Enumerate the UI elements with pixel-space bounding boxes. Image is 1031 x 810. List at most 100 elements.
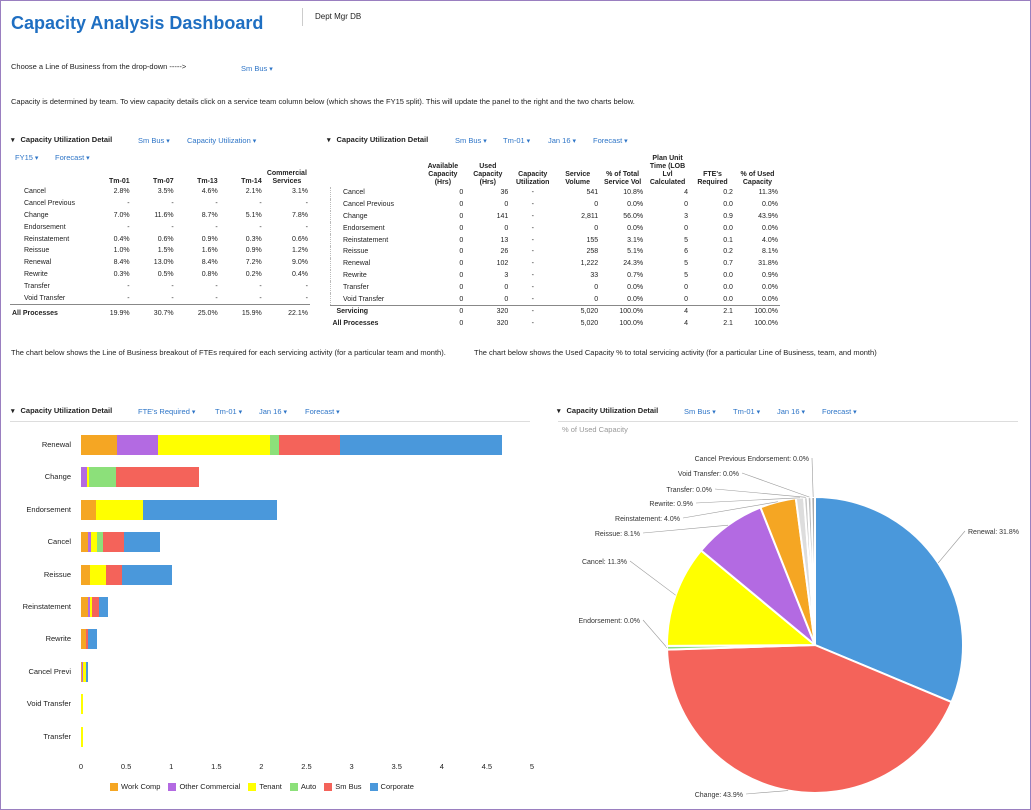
table-cell[interactable]: 4.6% (201, 188, 218, 196)
table-cell[interactable]: 13.0% (153, 259, 174, 267)
table-cell[interactable]: 0 (459, 212, 464, 220)
bar-segment[interactable] (81, 661, 83, 682)
legend-item[interactable]: Auto (289, 782, 316, 792)
table-cell[interactable]: 0.9 (723, 212, 733, 220)
table-cell[interactable]: 0.0 (723, 283, 733, 291)
table-cell[interactable]: 3.1% (627, 236, 644, 244)
table-cell[interactable]: 2,811 (581, 212, 599, 220)
bar-segment[interactable] (143, 499, 277, 520)
table-cell[interactable]: 0 (459, 248, 464, 256)
table-cell[interactable]: 0.0 (723, 201, 733, 209)
collapse-icon[interactable]: ▾ (327, 137, 331, 144)
table-cell[interactable]: 8.7% (201, 211, 218, 219)
table-cell[interactable]: - (171, 294, 174, 302)
table-cell[interactable]: 1.6% (201, 247, 218, 255)
column-header[interactable]: % of Total Service Vol (603, 171, 642, 186)
bar-segment[interactable] (81, 467, 88, 488)
collapse-icon[interactable]: ▾ (557, 408, 561, 415)
table-cell[interactable]: 0 (459, 283, 464, 291)
table-cell[interactable]: 5 (684, 271, 689, 279)
bar-segment[interactable] (81, 726, 83, 747)
table-cell[interactable]: 1.2% (292, 247, 308, 255)
table-cell[interactable]: 33 (590, 271, 599, 279)
bar-segment[interactable] (279, 435, 340, 455)
table-cell[interactable]: - (215, 282, 218, 290)
bar-segment[interactable] (157, 435, 271, 455)
bar-segment[interactable] (81, 629, 86, 650)
column-header[interactable]: Available Capacity (Hrs) (427, 163, 459, 186)
bar-segment[interactable] (99, 597, 109, 617)
column-header[interactable]: Tm-07 (153, 178, 174, 185)
table-cell[interactable]: 7.2% (245, 259, 262, 267)
table-cell[interactable]: - (305, 200, 308, 208)
table-cell[interactable]: 102 (496, 260, 509, 268)
left-filter-metric[interactable]: Capacity Utilization (187, 136, 256, 145)
table-cell[interactable]: - (531, 224, 534, 232)
table-cell[interactable]: 0.0 (723, 295, 733, 303)
bar-filter-scenario[interactable]: Forecast (305, 407, 340, 416)
table-cell[interactable]: 0.2% (245, 270, 262, 278)
table-cell[interactable]: 8.4% (201, 259, 218, 267)
bar-segment[interactable] (90, 597, 92, 617)
table-cell[interactable]: 5 (684, 260, 689, 268)
bar-filter-month[interactable]: Jan 16 (259, 407, 287, 416)
table-cell[interactable]: 0 (594, 295, 599, 303)
table-cell[interactable]: - (259, 200, 262, 208)
table-cell[interactable]: - (531, 248, 534, 256)
bar-segment[interactable] (82, 661, 86, 682)
table-cell[interactable]: 0.9% (762, 271, 778, 279)
table-cell[interactable]: - (171, 282, 174, 290)
table-cell[interactable]: 0 (459, 201, 464, 209)
table-cell[interactable]: 0.1 (723, 236, 733, 244)
right-filter-team[interactable]: Tm-01 (503, 136, 530, 145)
bar-segment[interactable] (88, 532, 91, 553)
pie-filter-scenario[interactable]: Forecast (822, 407, 857, 416)
table-cell[interactable]: 0.9% (245, 247, 262, 255)
table-cell[interactable]: 0.2 (723, 189, 733, 197)
table-cell[interactable]: 9.0% (292, 259, 308, 267)
table-cell[interactable]: - (305, 282, 308, 290)
bar-segment[interactable] (270, 435, 280, 455)
table-cell[interactable]: 0 (459, 224, 464, 232)
table-cell[interactable]: 3.5% (157, 188, 174, 196)
left-filter-year[interactable]: FY15 (15, 153, 38, 162)
bar-segment[interactable] (85, 629, 87, 650)
column-header[interactable]: FTE's Required (697, 171, 728, 186)
pie-slice[interactable] (666, 643, 953, 794)
right-filter-month[interactable]: Jan 16 (548, 136, 576, 145)
table-cell[interactable]: 0 (504, 201, 509, 209)
table-cell[interactable]: 0 (504, 295, 509, 303)
table-cell[interactable]: - (531, 295, 534, 303)
table-cell[interactable]: 0.8% (201, 270, 218, 278)
column-header[interactable]: Tm-01 (109, 178, 130, 185)
table-cell[interactable]: 0.0% (762, 283, 778, 291)
bar-segment[interactable] (91, 597, 100, 617)
bar-filter-team[interactable]: Tm-01 (215, 407, 242, 416)
table-cell[interactable]: - (531, 189, 534, 197)
left-filter-scenario[interactable]: Forecast (55, 153, 90, 162)
table-cell[interactable]: 11.6% (154, 211, 174, 219)
table-cell[interactable]: 0 (459, 295, 464, 303)
table-cell[interactable]: 0 (684, 224, 689, 232)
table-cell[interactable]: 0.2 (723, 248, 733, 256)
table-cell[interactable]: - (215, 294, 218, 302)
pie-slice[interactable] (814, 495, 964, 704)
column-header[interactable]: Tm-13 (197, 178, 218, 185)
column-header[interactable]: Commercial Services (266, 170, 307, 185)
table-cell[interactable]: 3 (504, 271, 509, 279)
table-cell[interactable]: 0.0 (723, 224, 733, 232)
pie-slice[interactable] (666, 549, 818, 647)
bar-segment[interactable] (81, 661, 82, 682)
table-cell[interactable]: 11.3% (758, 189, 778, 197)
table-cell[interactable]: - (127, 282, 130, 290)
legend-item[interactable]: Other Commercial (168, 782, 240, 792)
table-cell[interactable]: 0 (594, 283, 599, 291)
table-cell[interactable]: 5.1% (245, 211, 262, 219)
bar-segment[interactable] (89, 467, 117, 488)
table-cell[interactable]: 0.0% (627, 224, 644, 232)
table-cell[interactable]: 0 (594, 201, 599, 209)
table-cell[interactable]: - (531, 201, 534, 209)
bar-segment[interactable] (81, 564, 91, 585)
table-cell[interactable]: 0.4% (113, 235, 130, 243)
table-cell[interactable]: 0 (459, 189, 464, 197)
